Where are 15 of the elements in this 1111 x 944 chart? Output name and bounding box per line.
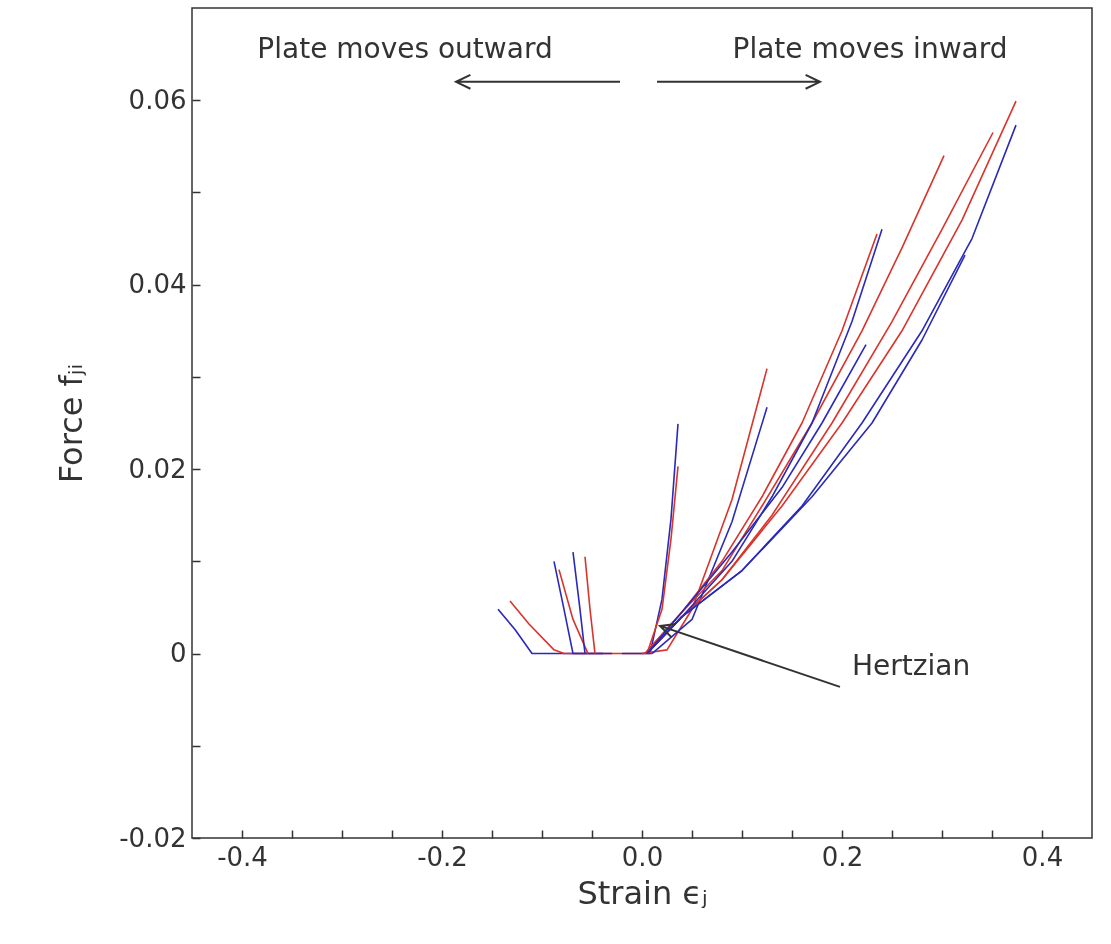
- y-tick-label: -0.02: [119, 822, 187, 853]
- x-tick-label: 0.4: [1021, 841, 1064, 872]
- x-tick-label: -0.2: [417, 841, 468, 872]
- x-tick-label: 0.0: [621, 841, 664, 872]
- y-tick-label: 0.06: [128, 84, 187, 115]
- annotation: Plate moves inward: [732, 32, 1008, 66]
- y-axis-title: Force fⱼᵢ: [52, 363, 91, 484]
- y-tick-label: 0.02: [128, 453, 187, 484]
- annotation: Plate moves outward: [257, 32, 553, 66]
- y-tick-label: 0.04: [128, 269, 187, 300]
- annotation: Hertzian: [852, 648, 971, 682]
- x-tick-label: -0.4: [217, 841, 268, 872]
- x-tick-label: 0.2: [821, 841, 864, 872]
- x-axis-title: Strain ϵⱼ: [577, 873, 708, 912]
- y-tick-label: 0: [169, 638, 187, 669]
